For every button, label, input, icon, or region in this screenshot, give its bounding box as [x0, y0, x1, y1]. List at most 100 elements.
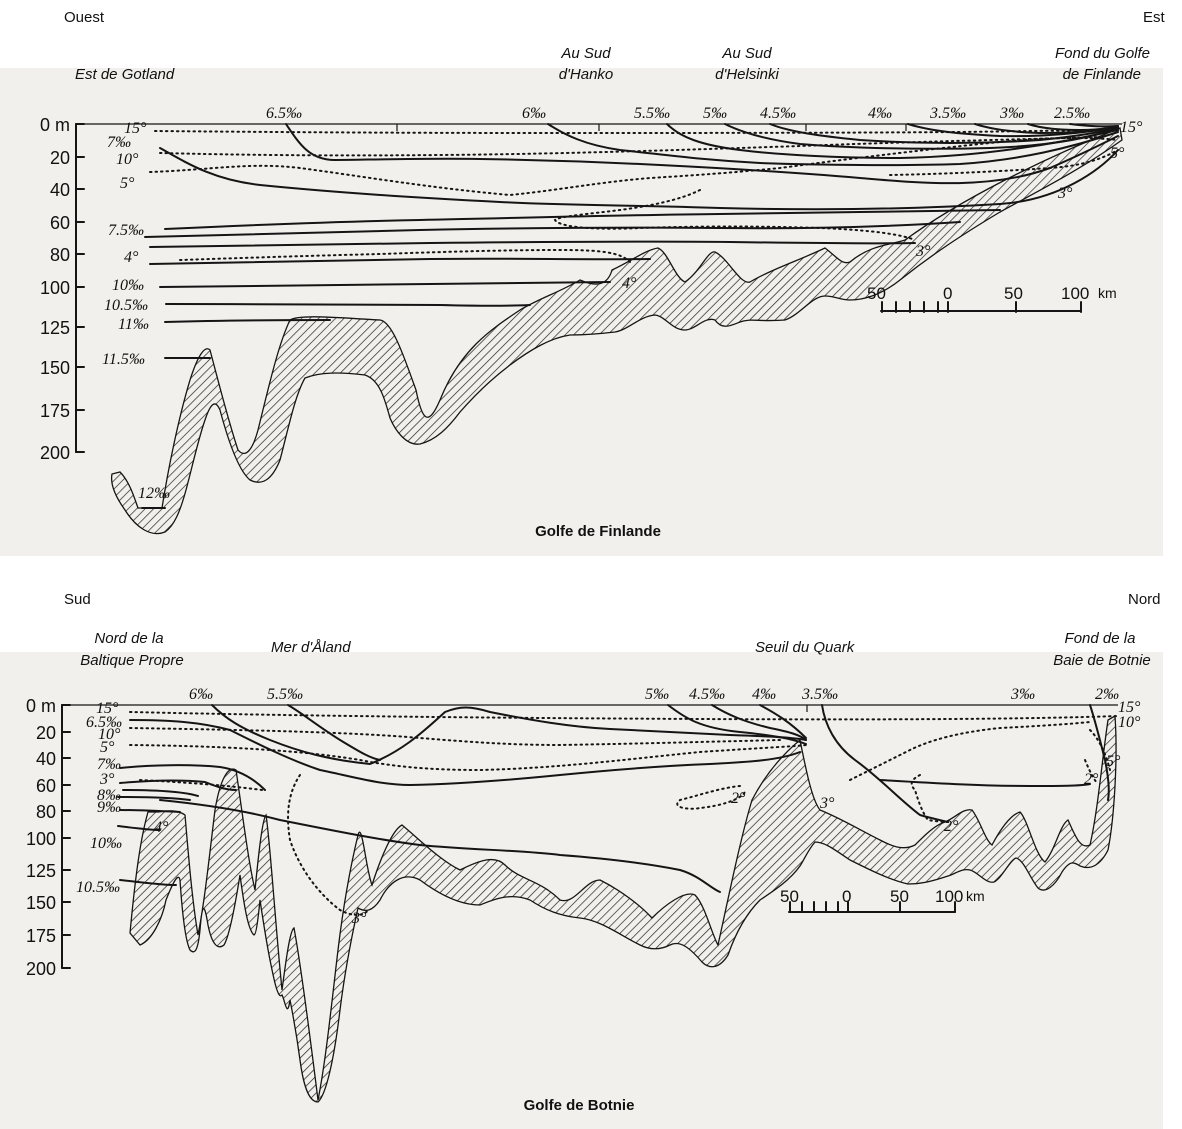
- finlande-east-label: Est: [1143, 9, 1166, 26]
- place-sud-hanko: Au Sud d'Hanko: [559, 45, 614, 83]
- fin-depth-label-5: 100: [40, 278, 70, 298]
- bot-sal-4-5: 4.5‰: [689, 686, 725, 703]
- bot-sal-4: 4‰: [752, 686, 776, 703]
- place-sud-helsinki: Au Sud d'Helsinki: [715, 45, 779, 83]
- fin-depth-label-9: 200: [40, 443, 70, 463]
- bot-sal-10: 10‰: [90, 835, 122, 852]
- fin-depth-label-0: 0 m: [40, 115, 70, 135]
- bot-depth-label-7: 150: [26, 893, 56, 913]
- fin-sal-10-5: 10.5‰: [104, 297, 148, 314]
- place-seuil-quark: Seuil du Quark: [755, 639, 856, 656]
- finlande-salinity-isolines: [141, 123, 1119, 509]
- bot-temp-5-right: 5°: [1106, 753, 1121, 770]
- bot-temp-3-aland: 3°: [351, 910, 367, 927]
- bot-sal-6-5: 6.5‰: [86, 714, 122, 731]
- bot-sal-2: 2‰: [1095, 686, 1119, 703]
- fin-scale-label-0: 0: [943, 284, 952, 303]
- fin-depth-label-4: 80: [50, 245, 70, 265]
- bot-temp-15-right: 15°: [1118, 699, 1141, 716]
- fin-sal-3-5: 3.5‰: [929, 105, 966, 122]
- bot-depth-label-2: 40: [36, 749, 56, 769]
- finlande-west-label: Ouest: [64, 9, 105, 26]
- bot-depth-label-8: 175: [26, 926, 56, 946]
- finlande-temperature-labels: 15° 10° 5° 4° 4° 3° 3° 5° 15°: [116, 119, 1143, 292]
- botnie-scale-bar: 50 0 50 100 km: [780, 887, 985, 913]
- fin-depth-label-3: 60: [50, 213, 70, 233]
- fin-scale-label-100: 100: [1061, 284, 1089, 303]
- finlande-temperature-isolines: [149, 129, 1119, 263]
- fin-temp-3-mid: 3°: [915, 243, 931, 260]
- fin-temp-3-right: 3°: [1057, 185, 1073, 202]
- bot-scale-label-50: 50: [890, 887, 909, 906]
- fin-scale-label-50: 50: [1004, 284, 1023, 303]
- bot-temp-2-fond: 2°: [1084, 771, 1099, 788]
- bot-temp-2-right: 2°: [944, 818, 959, 835]
- fin-sal-11: 11‰: [118, 316, 149, 333]
- fin-sal-7: 7‰: [107, 134, 131, 151]
- fin-scale-unit: km: [1098, 285, 1117, 301]
- fin-temp-15-left: 15°: [124, 120, 147, 137]
- fin-sal-4-5: 4.5‰: [760, 105, 796, 122]
- finlande-salinity-labels: 6.5‰ 6‰ 5.5‰ 5‰ 4.5‰ 4‰ 3.5‰ 3‰ 2.5‰ 7‰ …: [102, 105, 1090, 502]
- fin-sal-4: 4‰: [868, 105, 892, 122]
- fin-sal-5: 5‰: [703, 105, 727, 122]
- fin-depth-label-6: 125: [40, 318, 70, 338]
- fin-scale-label-50w: 50: [867, 284, 886, 303]
- bot-depth-label-5: 100: [26, 829, 56, 849]
- fin-temp-4-left: 4°: [124, 249, 139, 266]
- botnie-temperature-labels: 15° 10° 5° 3° 4° 3° 2° 3° 2° 2° 5° 10° 1…: [96, 699, 1141, 927]
- fin-depth-label-8: 175: [40, 401, 70, 421]
- bot-temp-3-left: 3°: [99, 771, 115, 788]
- fin-depth-label-7: 150: [40, 358, 70, 378]
- fin-sal-11-5: 11.5‰: [102, 351, 145, 368]
- finlande-depth-axis: 0 m 20 40 60 80 100 125 150 175 200: [40, 115, 85, 463]
- botnie-section: Sud Nord Nord de la Baltique Propre Mer d…: [0, 591, 1163, 1129]
- place-nord-baltique: Nord de la Baltique Propre: [80, 630, 183, 669]
- botnie-salinity-labels: 6‰ 5.5‰ 5‰ 4.5‰ 4‰ 3.5‰ 3‰ 2‰ 6.5‰ 7‰ 8‰…: [76, 686, 1119, 896]
- bot-temp-2-mid: 2°: [731, 790, 746, 807]
- botnie-north-label: Nord: [1128, 591, 1161, 608]
- bot-temp-4: 4°: [154, 819, 169, 836]
- fin-temp-15-right: 15°: [1120, 119, 1143, 136]
- finlande-sea-bottom: [110, 127, 1123, 535]
- finlande-section: Ouest Est Est de Gotland Au Sud d'Hanko A…: [0, 9, 1166, 556]
- place-est-gotland: Est de Gotland: [75, 66, 175, 83]
- finlande-scale-bar: 50 0 50 100 km: [867, 284, 1117, 313]
- fin-temp-4-mid: 4°: [622, 275, 637, 292]
- bot-sal-5-5: 5.5‰: [267, 686, 303, 703]
- bot-scale-unit: km: [966, 888, 985, 904]
- bot-temp-15-left: 15°: [96, 700, 119, 717]
- bot-sal-7: 7‰: [97, 756, 121, 773]
- bot-depth-label-0: 0 m: [26, 696, 56, 716]
- botnie-south-label: Sud: [64, 591, 91, 608]
- place-fond-golfe: Fond du Golfe de Finlande: [1055, 45, 1150, 83]
- fin-depth-label-1: 20: [50, 148, 70, 168]
- fin-sal-6: 6‰: [522, 105, 546, 122]
- bot-sal-3-5: 3.5‰: [801, 686, 838, 703]
- place-mer-aland: Mer d'Åland: [271, 639, 351, 656]
- fin-temp-5-right: 5°: [1110, 145, 1125, 162]
- fin-depth-label-2: 40: [50, 180, 70, 200]
- bot-temp-10-left: 10°: [98, 726, 121, 743]
- bot-depth-label-3: 60: [36, 776, 56, 796]
- bot-sal-5: 5‰: [645, 686, 669, 703]
- fin-sal-12: 12‰: [138, 485, 170, 502]
- bot-scale-label-50w: 50: [780, 887, 799, 906]
- botnie-sea-bottom: [129, 714, 1117, 1103]
- botnie-caption: Golfe de Botnie: [524, 1097, 635, 1114]
- bot-temp-3-quark: 3°: [819, 795, 835, 812]
- bot-scale-label-100: 100: [935, 887, 963, 906]
- bot-temp-10-right: 10°: [1118, 714, 1141, 731]
- fin-sal-7-5: 7.5‰: [108, 222, 144, 239]
- fin-temp-10: 10°: [116, 151, 139, 168]
- finlande-caption: Golfe de Finlande: [535, 523, 661, 540]
- fin-sal-6-5: 6.5‰: [266, 105, 302, 122]
- bot-sal-3: 3‰: [1010, 686, 1035, 703]
- fin-sal-10: 10‰: [112, 277, 144, 294]
- bot-depth-label-1: 20: [36, 723, 56, 743]
- bot-sal-10-5: 10.5‰: [76, 879, 120, 896]
- fin-temp-5: 5°: [120, 175, 135, 192]
- bot-scale-label-0: 0: [842, 887, 851, 906]
- fin-sal-5-5: 5.5‰: [634, 105, 670, 122]
